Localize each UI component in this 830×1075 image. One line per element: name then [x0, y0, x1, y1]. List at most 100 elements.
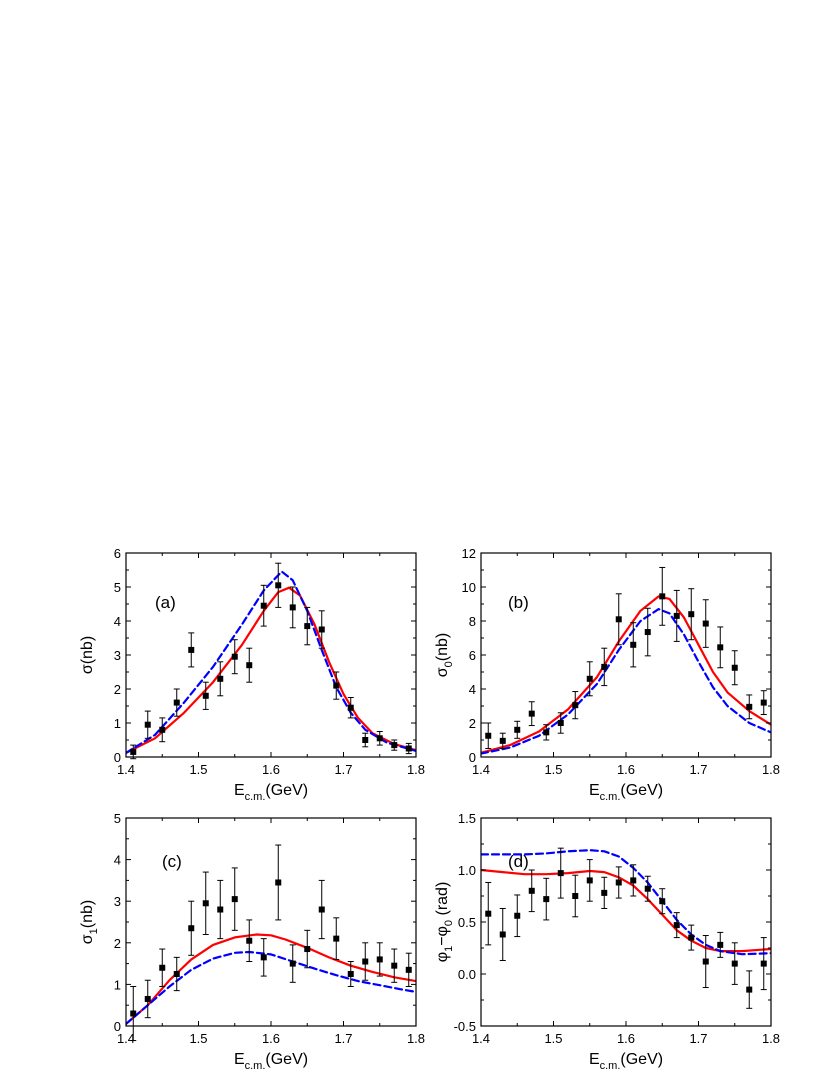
- curve-group: [481, 595, 771, 755]
- data-point: [289, 960, 296, 967]
- x-axis-label-main: E: [234, 1051, 245, 1068]
- plot-frame: [480, 552, 772, 758]
- data-point: [688, 611, 695, 618]
- y-tick-label: 10: [462, 580, 476, 595]
- data-point: [318, 906, 325, 913]
- data-point: [702, 620, 709, 627]
- x-axis-label: Ec.m.(GeV): [234, 782, 308, 803]
- y-axis-label-main: φ: [434, 952, 451, 962]
- x-axis-label-unit: (GeV): [620, 782, 663, 799]
- y-axis-label-main: σ(nb): [79, 636, 96, 674]
- x-tick-label: 1.6: [617, 1031, 635, 1046]
- data-point: [333, 682, 340, 689]
- y-tick-label: 1.0: [458, 863, 476, 878]
- x-axis-label-main: E: [589, 782, 600, 799]
- y-tick-label: 5: [114, 811, 121, 826]
- x-axis-label-sub: c.m.: [600, 791, 621, 803]
- data-point: [362, 958, 369, 965]
- y-axis-label-unit: (nb): [79, 900, 96, 928]
- data-point: [362, 737, 369, 743]
- x-tick-label: 1.7: [689, 762, 707, 777]
- y-tick-label: 0.5: [458, 915, 476, 930]
- y-axis-label-main: σ: [79, 934, 96, 944]
- x-tick-label: 1.4: [472, 1031, 490, 1046]
- data-point: [514, 912, 521, 919]
- y-axis-label-sub: 1: [443, 946, 455, 952]
- data-point: [159, 964, 166, 971]
- y-tick-label: 4: [114, 853, 121, 868]
- data-point: [601, 889, 608, 896]
- y-tick-label: 3: [114, 894, 121, 909]
- data-point: [188, 925, 195, 932]
- x-tick-label: 1.8: [407, 1031, 425, 1046]
- data-point: [673, 922, 680, 929]
- x-tick-label: 1.7: [334, 762, 352, 777]
- y-axis-label-sub2: 0: [443, 920, 455, 926]
- x-tick-label: 1.7: [689, 1031, 707, 1046]
- data-point: [717, 941, 724, 948]
- y-tick-label: 1: [114, 716, 121, 731]
- y-axis-label-main: σ: [434, 667, 451, 677]
- data-point: [405, 745, 412, 752]
- y-tick-label: -0.5: [454, 1019, 476, 1034]
- data-point: [514, 726, 521, 733]
- data-point: [630, 877, 637, 884]
- x-axis-label: Ec.m.(GeV): [234, 1051, 308, 1072]
- data-point: [688, 934, 695, 941]
- x-tick-label: 1.6: [262, 1031, 280, 1046]
- x-axis-label-sub: c.m.: [245, 1060, 266, 1072]
- x-tick-label: 1.5: [189, 762, 207, 777]
- data-point: [231, 653, 238, 660]
- x-tick-label: 1.8: [407, 762, 425, 777]
- dashed-curve: [481, 607, 771, 755]
- y-tick-label: 0: [114, 1019, 121, 1034]
- x-tick-label: 1.8: [762, 762, 780, 777]
- x-tick-label: 1.7: [334, 1031, 352, 1046]
- solid-curve: [126, 586, 416, 755]
- data-point: [557, 870, 564, 877]
- data-point: [557, 720, 564, 726]
- data-point: [260, 954, 267, 961]
- panel-label: (c): [162, 852, 182, 871]
- data-point: [485, 732, 492, 739]
- x-axis-label-sub: c.m.: [600, 1060, 621, 1072]
- y-axis-label-sub: 0: [443, 661, 455, 667]
- data-point: [528, 710, 535, 717]
- data-point: [333, 935, 340, 942]
- y-tick-label: 6: [114, 546, 121, 561]
- y-tick-label: 12: [462, 546, 476, 561]
- data-point: [615, 616, 622, 623]
- data-point: [731, 960, 738, 967]
- data-point: [485, 910, 492, 917]
- y-axis-label-unit: (nb): [434, 633, 451, 661]
- data-point: [144, 995, 151, 1002]
- x-axis-label-unit: (GeV): [265, 1051, 308, 1068]
- data-point: [202, 900, 209, 907]
- y-tick-label: 2: [114, 936, 121, 951]
- data-point: [717, 644, 724, 651]
- y-axis-label: φ1−φ0 (rad): [434, 882, 455, 963]
- data-point: [391, 962, 398, 969]
- y-tick-label: 4: [469, 682, 476, 697]
- data-point: [601, 663, 608, 670]
- y-tick-label: 2: [114, 682, 121, 697]
- data-point: [347, 971, 354, 977]
- data-point: [760, 960, 767, 967]
- x-tick-label: 1.4: [472, 762, 490, 777]
- y-axis-label: σ0(nb): [434, 633, 455, 677]
- y-tick-label: 5: [114, 580, 121, 595]
- panel-label: (d): [508, 852, 529, 871]
- data-point: [659, 593, 666, 600]
- data-point: [543, 896, 550, 903]
- panel-d: 1.4 1.5 1.6 1.7 1.8 -0.5 0.0 0.5 1.0 1.5 Ec.m.(GeV…: [434, 811, 780, 1072]
- y-tick-label: 2: [469, 716, 476, 731]
- data-point: [260, 602, 267, 609]
- data-point: [202, 692, 209, 699]
- y-tick-label: 1.5: [458, 811, 476, 826]
- curve-group: [126, 933, 416, 1026]
- dashed-curve: [126, 570, 416, 755]
- data-point: [572, 702, 579, 709]
- data-point: [731, 664, 738, 671]
- panel-b: 1.4 1.5 1.6 1.7 1.8024681012Ec.m.(GeV)σ0(nb)…: [434, 546, 780, 803]
- data-point: [159, 726, 166, 733]
